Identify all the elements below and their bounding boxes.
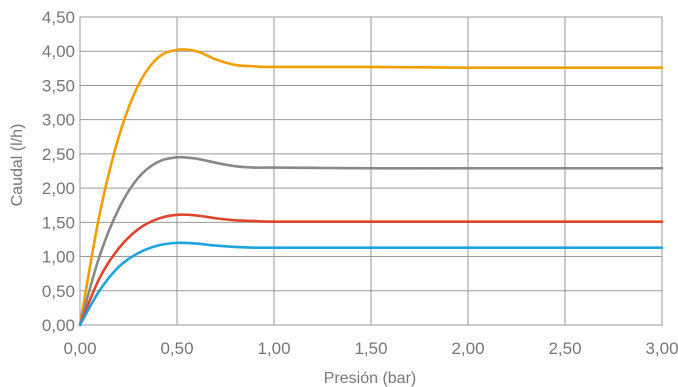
x-tick-label: 0,00 [63, 339, 96, 358]
x-tick-label: 1,50 [354, 339, 387, 358]
series-line-1 [78, 48, 664, 327]
y-tick-label: 2,50 [42, 145, 75, 164]
x-tick-label: 1,00 [257, 339, 290, 358]
x-axis-title: Presión (bar) [324, 370, 416, 387]
y-tick-label: 1,00 [42, 248, 75, 267]
y-tick-label: 1,50 [42, 213, 75, 232]
y-axis-title: Caudal (l/h) [9, 124, 26, 207]
x-tick-label: 0,50 [160, 339, 193, 358]
grid-layer [79, 16, 663, 326]
x-tick-label: 3,00 [645, 339, 678, 358]
y-tick-label: 4,00 [42, 42, 75, 61]
x-tick-label: 2,00 [451, 339, 484, 358]
x-tick-label: 2,50 [548, 339, 581, 358]
y-tick-labels: 0,00 0,50 1,00 1,50 2,00 2,50 3,00 3,50 4,00 4,50 [42, 8, 75, 335]
plot-frame [79, 16, 663, 326]
series-layer [78, 48, 664, 327]
y-tick-label: 0,50 [42, 282, 75, 301]
y-tick-label: 2,00 [42, 179, 75, 198]
y-tick-label: 0,00 [42, 316, 75, 335]
y-tick-label: 3,00 [42, 111, 75, 130]
x-tick-labels: 0,00 0,50 1,00 1,50 2,00 2,50 3,00 [63, 339, 678, 358]
series-line-3 [78, 213, 664, 327]
y-tick-label: 4,50 [42, 8, 75, 27]
series-line-2 [78, 155, 664, 327]
series-line-4 [78, 241, 664, 327]
y-tick-label: 3,50 [42, 76, 75, 95]
